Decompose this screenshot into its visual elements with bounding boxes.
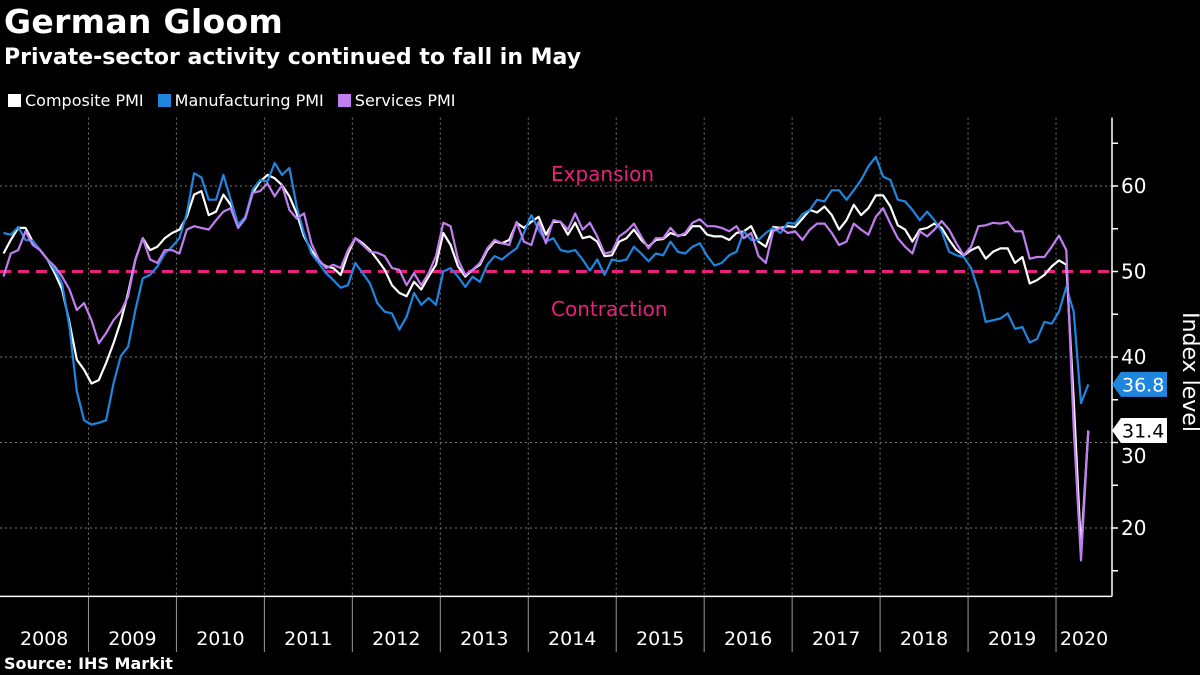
expansion-label: Expansion — [551, 162, 654, 186]
y-tick-label: 30 — [1121, 444, 1146, 468]
legend-swatch-composite — [8, 94, 21, 107]
legend: Composite PMI Manufacturing PMI Services… — [8, 91, 456, 110]
end-tag-composite-pmi: 31.4 — [1112, 418, 1167, 444]
x-tick-label: 2012 — [372, 628, 420, 650]
series-line-services-pmi — [2, 182, 1090, 562]
x-tick-label: 2014 — [548, 628, 596, 650]
x-tick-label: 2020 — [1060, 628, 1108, 650]
legend-item-manufacturing: Manufacturing PMI — [157, 91, 324, 110]
legend-swatch-services — [337, 94, 351, 107]
legend-swatch-manufacturing — [157, 94, 171, 107]
y-tick-label: 60 — [1121, 174, 1146, 198]
end-tag-shape — [1112, 371, 1167, 397]
x-tick-label: 2015 — [636, 628, 684, 650]
end-value-tags: 36.8 31.4 — [1112, 371, 1167, 444]
x-tick-label: 2011 — [284, 628, 332, 650]
legend-label: Manufacturing PMI — [174, 91, 324, 110]
end-tag-manufacturing-pmi: 36.8 — [1112, 371, 1167, 397]
x-tick-label: 2008 — [20, 628, 68, 650]
end-tag-shape — [1112, 418, 1167, 444]
x-tick-label: 2018 — [900, 628, 948, 650]
x-tick-label: 2017 — [812, 628, 860, 650]
chart-subtitle: Private-sector activity continued to fal… — [4, 45, 582, 70]
y-tick-label: 50 — [1121, 260, 1146, 284]
grid — [0, 117, 1112, 597]
x-tick-label: 2010 — [196, 628, 244, 650]
legend-item-services: Services PMI — [337, 91, 456, 110]
x-tick-label: 2016 — [724, 628, 772, 650]
y-tick-label: 40 — [1121, 345, 1146, 369]
x-axis: 2008 2009 2010 2011 2012 2013 2014 2015 2016 2017… — [0, 595, 1112, 652]
y-axis-title: Index level — [1177, 312, 1200, 432]
source-note: Source: IHS Markit — [4, 654, 173, 673]
series-lines — [2, 155, 1090, 562]
legend-item-composite: Composite PMI — [8, 91, 144, 110]
x-tick-label: 2013 — [460, 628, 508, 650]
series-line-composite-pmi — [2, 173, 1090, 552]
y-tick-label: 20 — [1121, 516, 1146, 540]
end-tag-value: 36.8 — [1122, 374, 1164, 396]
x-tick-label: 2019 — [988, 628, 1036, 650]
legend-label: Composite PMI — [25, 91, 144, 110]
x-tick-label: 2009 — [108, 628, 156, 650]
contraction-label: Contraction — [551, 297, 668, 321]
end-tag-value: 31.4 — [1122, 421, 1164, 443]
y-axis: 20 30 40 50 60 — [1111, 117, 1146, 597]
series-line-manufacturing-pmi — [3, 155, 1090, 426]
legend-label: Services PMI — [354, 91, 456, 110]
chart-title: German Gloom — [4, 2, 284, 41]
